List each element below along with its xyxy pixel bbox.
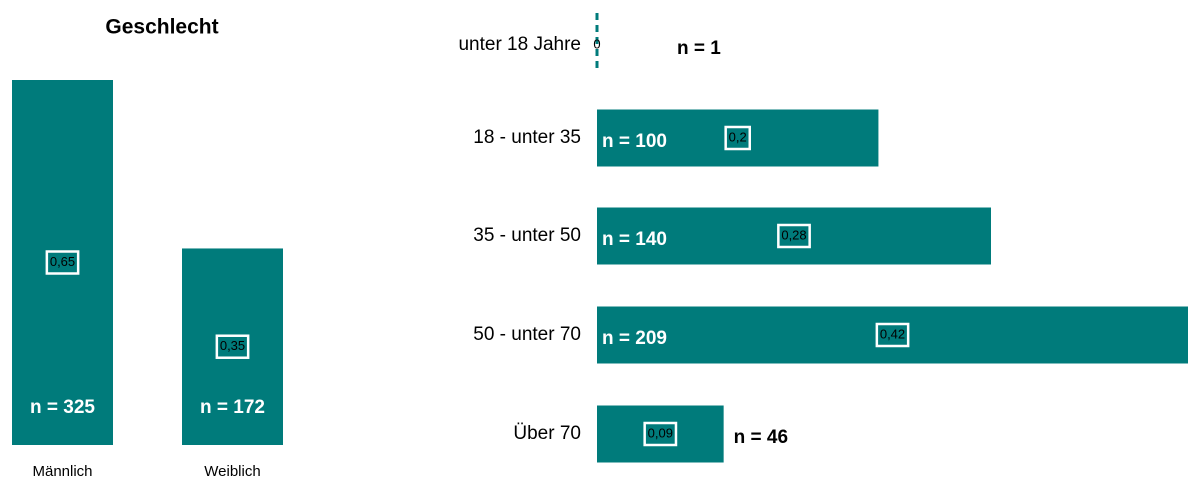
bar xyxy=(597,109,879,167)
n-label: n = 172 xyxy=(200,397,265,418)
category-label: 18 - unter 35 xyxy=(473,127,581,148)
value-label: 0,2 xyxy=(729,129,747,144)
value-label-box xyxy=(215,334,250,359)
value-label: 0,42 xyxy=(880,326,905,341)
category-label: 50 - unter 70 xyxy=(473,324,581,345)
bar xyxy=(597,207,991,265)
n-label: n = 46 xyxy=(734,427,788,448)
category-label: Über 70 xyxy=(513,423,581,444)
value-label: 0,35 xyxy=(220,338,245,353)
value-label-box xyxy=(724,125,752,151)
n-label: n = 209 xyxy=(602,328,667,349)
value-label: 0 xyxy=(593,36,600,51)
value-label-box xyxy=(643,421,678,447)
n-label: n = 140 xyxy=(602,229,667,250)
value-label-box xyxy=(45,250,80,275)
bar xyxy=(182,248,283,445)
category-label: Weiblich xyxy=(204,463,260,480)
value-label: 0,65 xyxy=(50,254,75,269)
bar xyxy=(597,405,724,463)
value-label: 0,09 xyxy=(648,425,673,440)
category-label: Männlich xyxy=(32,463,92,480)
n-label: n = 325 xyxy=(30,397,95,418)
bar xyxy=(597,306,1188,364)
value-label-box xyxy=(777,223,811,249)
value-label-box xyxy=(875,322,910,348)
category-label: 35 - unter 50 xyxy=(473,225,581,246)
value-label: 0,28 xyxy=(781,227,806,242)
category-label: unter 18 Jahre xyxy=(458,34,581,55)
n-label: n = 100 xyxy=(602,131,667,152)
n-label: n = 1 xyxy=(677,38,721,59)
bar xyxy=(12,80,113,445)
chart-title: Geschlecht xyxy=(105,16,218,39)
